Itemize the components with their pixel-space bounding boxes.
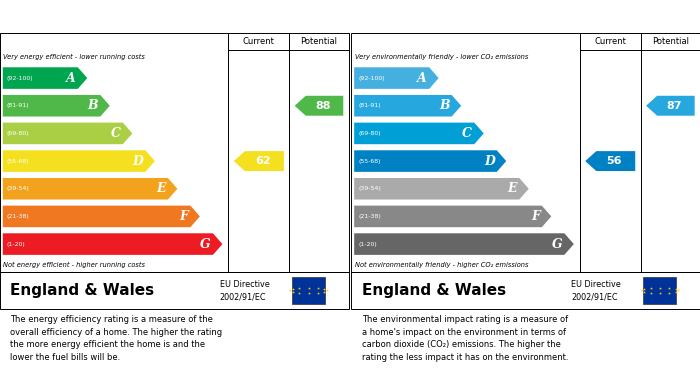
Text: D: D — [132, 154, 144, 168]
Text: The environmental impact rating is a measure of
a home's impact on the environme: The environmental impact rating is a mea… — [362, 316, 568, 362]
Text: G: G — [552, 238, 562, 251]
Text: C: C — [111, 127, 121, 140]
Polygon shape — [295, 96, 343, 116]
Text: EU Directive
2002/91/EC: EU Directive 2002/91/EC — [571, 280, 621, 301]
Text: 87: 87 — [666, 101, 682, 111]
Polygon shape — [3, 67, 88, 89]
Text: F: F — [179, 210, 188, 223]
Polygon shape — [646, 96, 694, 116]
Polygon shape — [585, 151, 635, 171]
Polygon shape — [354, 206, 552, 227]
Text: A: A — [66, 72, 76, 84]
Text: B: B — [439, 99, 449, 112]
Text: 88: 88 — [315, 101, 330, 111]
Text: D: D — [484, 154, 495, 168]
Polygon shape — [3, 150, 155, 172]
Text: (39-54): (39-54) — [358, 186, 382, 191]
Text: (21-38): (21-38) — [7, 214, 29, 219]
Text: (39-54): (39-54) — [7, 186, 30, 191]
Polygon shape — [354, 178, 528, 199]
Text: England & Wales: England & Wales — [362, 283, 506, 298]
Text: (1-20): (1-20) — [7, 242, 26, 247]
Polygon shape — [354, 67, 439, 89]
Text: E: E — [508, 182, 517, 195]
Text: 62: 62 — [255, 156, 271, 166]
Text: Very energy efficient - lower running costs: Very energy efficient - lower running co… — [4, 54, 146, 60]
Text: 56: 56 — [606, 156, 622, 166]
Text: Not environmentally friendly - higher CO₂ emissions: Not environmentally friendly - higher CO… — [355, 262, 528, 268]
Polygon shape — [354, 95, 461, 117]
Text: Not energy efficient - higher running costs: Not energy efficient - higher running co… — [4, 262, 146, 268]
Text: (92-100): (92-100) — [7, 75, 34, 81]
Polygon shape — [234, 151, 284, 171]
Text: A: A — [417, 72, 427, 84]
Text: (69-80): (69-80) — [358, 131, 381, 136]
Text: EU Directive
2002/91/EC: EU Directive 2002/91/EC — [220, 280, 270, 301]
Polygon shape — [3, 123, 132, 144]
Polygon shape — [3, 178, 177, 199]
Polygon shape — [354, 123, 484, 144]
Text: The energy efficiency rating is a measure of the
overall efficiency of a home. T: The energy efficiency rating is a measur… — [10, 316, 223, 362]
Text: (92-100): (92-100) — [358, 75, 385, 81]
Text: Energy Efficiency Rating: Energy Efficiency Rating — [8, 10, 172, 23]
Text: Potential: Potential — [652, 37, 689, 46]
Text: Very environmentally friendly - lower CO₂ emissions: Very environmentally friendly - lower CO… — [355, 54, 528, 60]
Polygon shape — [3, 95, 110, 117]
Text: Potential: Potential — [300, 37, 337, 46]
Text: (81-91): (81-91) — [358, 103, 381, 108]
Text: England & Wales: England & Wales — [10, 283, 155, 298]
Text: (55-68): (55-68) — [7, 159, 29, 163]
Text: (81-91): (81-91) — [7, 103, 29, 108]
Polygon shape — [3, 233, 223, 255]
Text: (55-68): (55-68) — [358, 159, 381, 163]
Text: E: E — [156, 182, 166, 195]
Polygon shape — [3, 206, 200, 227]
Text: (1-20): (1-20) — [358, 242, 377, 247]
Text: G: G — [200, 238, 211, 251]
Polygon shape — [354, 233, 574, 255]
Text: C: C — [462, 127, 472, 140]
Text: Current: Current — [594, 37, 626, 46]
Text: (69-80): (69-80) — [7, 131, 29, 136]
Text: (21-38): (21-38) — [358, 214, 381, 219]
Text: B: B — [88, 99, 98, 112]
Polygon shape — [354, 150, 506, 172]
Text: Environmental Impact (CO₂) Rating: Environmental Impact (CO₂) Rating — [360, 10, 592, 23]
FancyBboxPatch shape — [292, 277, 325, 304]
FancyBboxPatch shape — [643, 277, 676, 304]
Text: F: F — [531, 210, 540, 223]
Text: Current: Current — [243, 37, 275, 46]
